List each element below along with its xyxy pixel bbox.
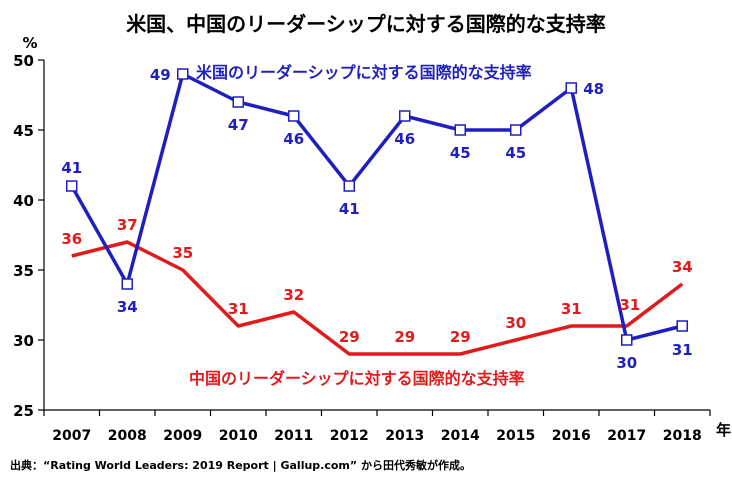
x-tick-label: 2013 xyxy=(385,428,424,444)
y-axis-unit: % xyxy=(22,34,37,52)
china-data-label: 31 xyxy=(561,300,582,318)
china-data-label: 36 xyxy=(61,230,82,248)
us-data-point xyxy=(232,96,244,108)
us-data-label: 47 xyxy=(228,116,249,134)
us-data-label: 46 xyxy=(283,130,304,148)
us-data-point xyxy=(66,180,78,192)
x-tick-label: 2010 xyxy=(219,428,258,444)
y-tick-label: 30 xyxy=(13,332,34,350)
us-data-label: 48 xyxy=(583,80,604,98)
us-data-point xyxy=(621,334,633,346)
y-tick-label: 35 xyxy=(13,262,34,280)
china-data-label: 35 xyxy=(172,244,193,262)
us-data-label: 49 xyxy=(150,66,171,84)
us-data-label: 31 xyxy=(672,341,693,359)
china-data-label: 32 xyxy=(283,286,304,304)
us-data-label: 41 xyxy=(61,159,82,177)
x-tick-label: 2015 xyxy=(496,428,535,444)
china-data-label: 34 xyxy=(672,258,693,276)
china-data-label: 31 xyxy=(228,300,249,318)
x-tick-label: 2011 xyxy=(274,428,313,444)
y-tick-label: 45 xyxy=(13,122,34,140)
chart-title: 米国、中国のリーダーシップに対する国際的な支持率 xyxy=(126,12,606,36)
x-tick-label: 2014 xyxy=(441,428,480,444)
y-tick-label: 40 xyxy=(13,192,34,210)
x-tick-label: 2009 xyxy=(163,428,202,444)
china-data-label: 29 xyxy=(450,328,471,346)
us-data-point xyxy=(399,110,411,122)
legend-china: 中国のリーダーシップに対する国際的な支持率 xyxy=(189,369,525,388)
x-tick-label: 2012 xyxy=(330,428,369,444)
source-note: 出典：“Rating World Leaders: 2019 Report | … xyxy=(10,459,471,472)
us-data-label: 45 xyxy=(450,144,471,162)
us-data-label: 41 xyxy=(339,200,360,218)
us-data-point xyxy=(121,278,133,290)
us-data-point xyxy=(565,82,577,94)
us-data-point xyxy=(454,124,466,136)
us-data-point xyxy=(177,68,189,80)
china-data-label: 37 xyxy=(117,216,138,234)
x-tick-label: 2018 xyxy=(663,428,702,444)
x-tick-label: 2008 xyxy=(108,428,147,444)
us-data-point xyxy=(288,110,300,122)
x-tick-label: 2017 xyxy=(607,428,646,444)
y-tick-label: 50 xyxy=(13,52,34,70)
china-data-label: 30 xyxy=(505,314,526,332)
us-data-label: 46 xyxy=(394,130,415,148)
legend-us: 米国のリーダーシップに対する国際的な支持率 xyxy=(196,63,532,82)
us-data-label: 34 xyxy=(117,298,138,316)
china-data-label: 31 xyxy=(619,296,640,314)
china-data-label: 29 xyxy=(339,328,360,346)
us-series-line xyxy=(70,72,683,342)
china-series-line xyxy=(71,240,684,356)
us-data-point xyxy=(343,180,355,192)
us-data-label: 30 xyxy=(616,354,637,372)
x-axis-unit: 年 xyxy=(716,421,731,439)
us-data-point xyxy=(510,124,522,136)
us-data-point xyxy=(676,320,688,332)
y-tick-label: 25 xyxy=(13,402,34,420)
x-tick-label: 2016 xyxy=(552,428,591,444)
china-data-label: 29 xyxy=(394,328,415,346)
x-tick-label: 2007 xyxy=(52,428,91,444)
us-data-label: 45 xyxy=(505,144,526,162)
